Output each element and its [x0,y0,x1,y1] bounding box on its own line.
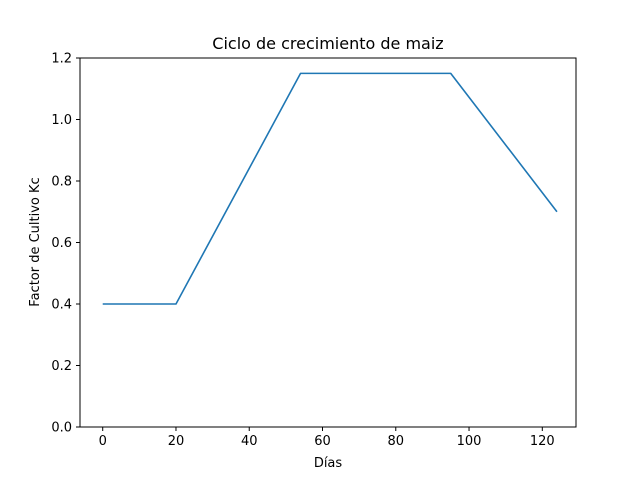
x-tick-label: 40 [241,434,258,449]
series-line-kc [102,72,558,305]
y-tick-label: 0.2 [51,359,72,374]
y-axis-label: Factor de Cultivo Kc [28,177,43,306]
x-tick-label: 100 [457,434,482,449]
x-tick-label: 80 [387,434,404,449]
y-tick-label: 1.2 [51,52,72,67]
y-tick-label: 0.0 [51,421,72,436]
y-tick-label: 0.6 [51,236,72,251]
y-tick-label: 0.8 [51,175,72,190]
y-tick-label: 1.0 [51,113,72,128]
x-tick-label: 60 [314,434,331,449]
x-axis: 0 20 40 60 80 100 120 [99,427,555,449]
x-tick-label: 20 [168,434,185,449]
y-axis: 0.0 0.2 0.4 0.6 0.8 1.0 1.2 [51,52,80,436]
chart-title: Ciclo de crecimiento de maiz [212,34,443,53]
x-tick-label: 0 [99,434,107,449]
x-axis-label: Días [314,456,343,471]
y-tick-label: 0.4 [51,298,72,313]
x-tick-label: 120 [530,434,555,449]
